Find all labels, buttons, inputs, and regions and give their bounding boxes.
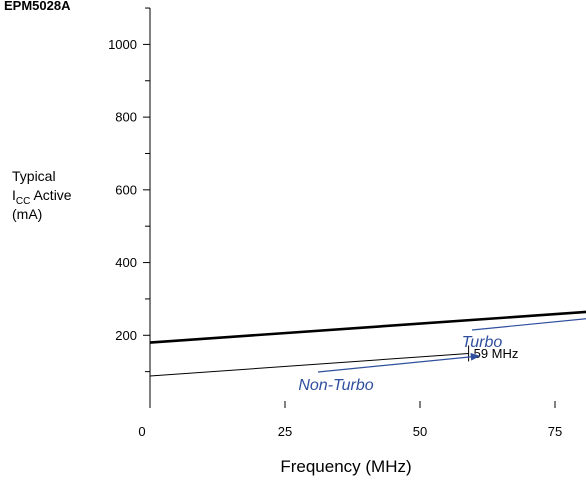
turbo-annotation-label: Turbo (462, 334, 503, 351)
y-axis-title-line2: ICC Active (12, 187, 72, 207)
y-axis-title-line3: (mA) (12, 206, 42, 222)
x-axis-title: Frequency (MHz) (280, 457, 411, 476)
icc-rest: Active (30, 187, 71, 203)
y-ticks: 200 400 600 800 1000 (108, 7, 150, 373)
icc-symbol: I (12, 187, 16, 203)
y-tick-label: 600 (115, 182, 137, 197)
x-ticks: 0255075100125 (138, 401, 562, 439)
nonturbo-series-line (149, 352, 469, 377)
y-axis-title-line1: Typical (12, 168, 56, 184)
x-tick-label: 75 (548, 424, 562, 439)
chart-title: EPM5028A (4, 0, 71, 13)
y-tick-label: 1000 (108, 37, 137, 52)
x-tick-label: 25 (278, 424, 292, 439)
nonturbo-end-label: 59 MHz (474, 346, 519, 361)
x-tick-label: 0 (138, 424, 145, 439)
x-tick-label: 50 (413, 424, 427, 439)
turbo-annotation-arrow (471, 318, 586, 331)
y-tick-label: 400 (115, 255, 137, 270)
y-axis-title: Typical ICC Active (mA) (12, 168, 72, 222)
y-tick-label: 200 (115, 328, 137, 343)
nonturbo-annotation-label: Non-Turbo (298, 377, 373, 394)
turbo-series-line (149, 310, 586, 344)
y-tick-label: 800 (115, 110, 137, 125)
icc-subscript: CC (16, 196, 30, 207)
nonturbo-annotation-arrow (317, 353, 481, 373)
